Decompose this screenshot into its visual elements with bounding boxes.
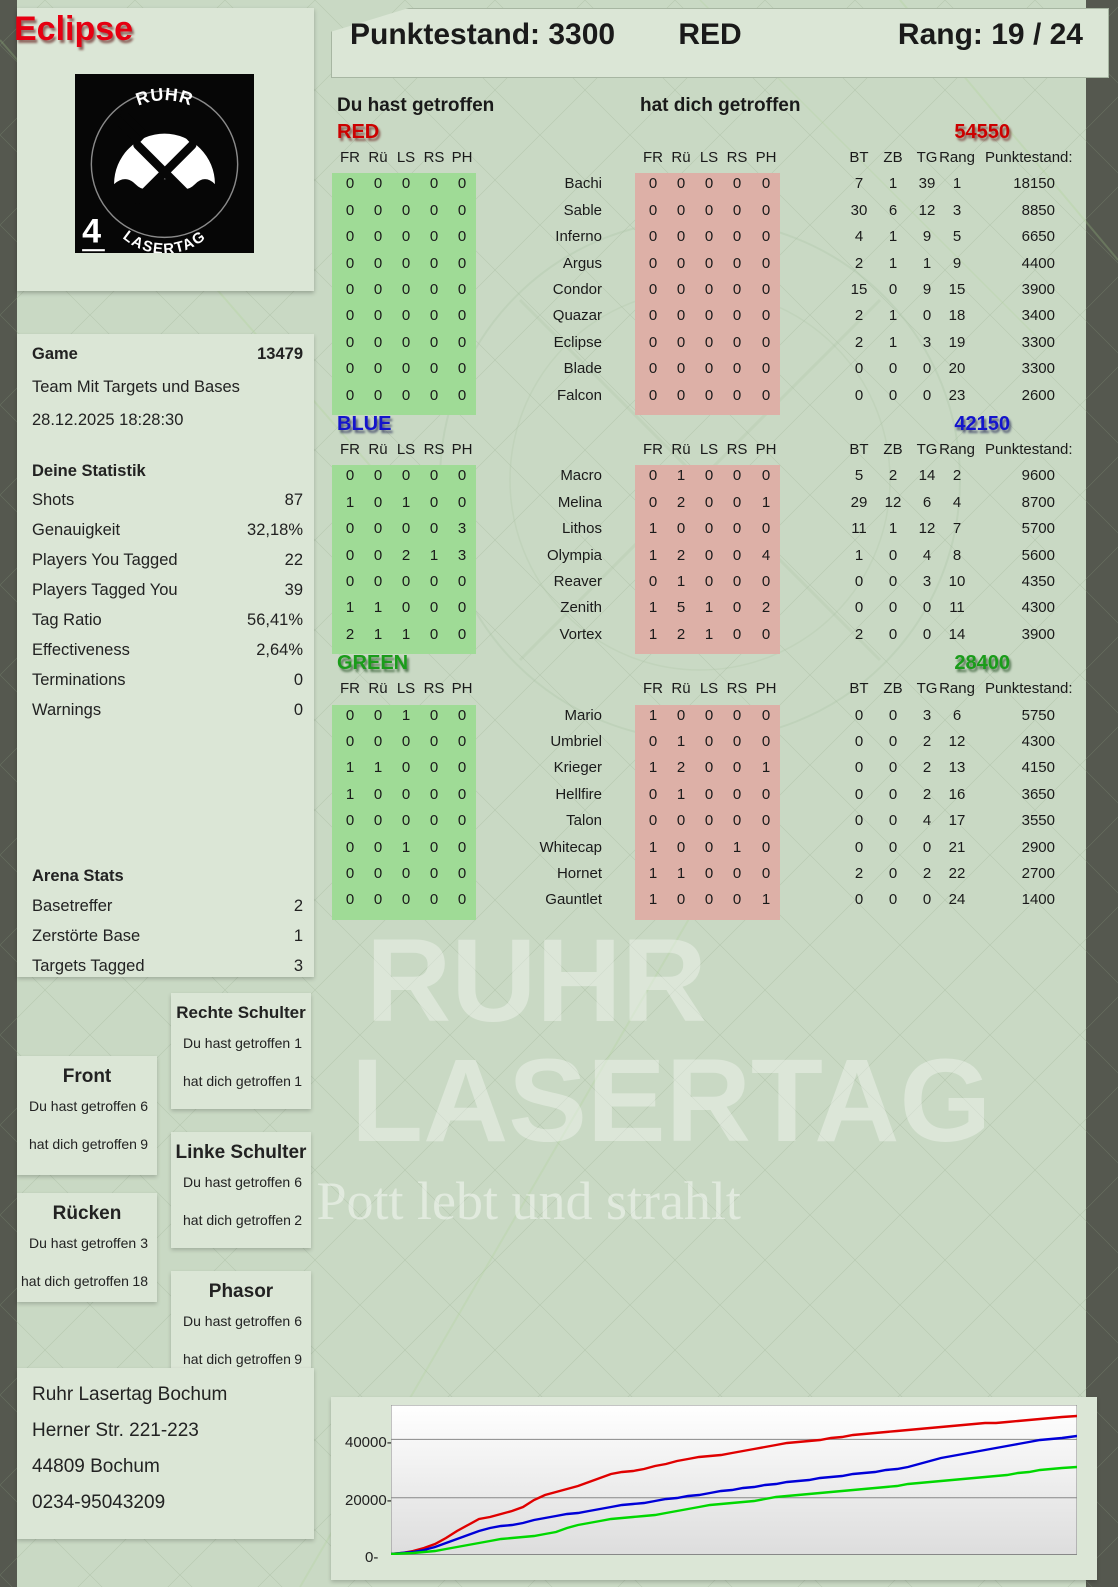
svg-text:4: 4 (82, 212, 101, 250)
